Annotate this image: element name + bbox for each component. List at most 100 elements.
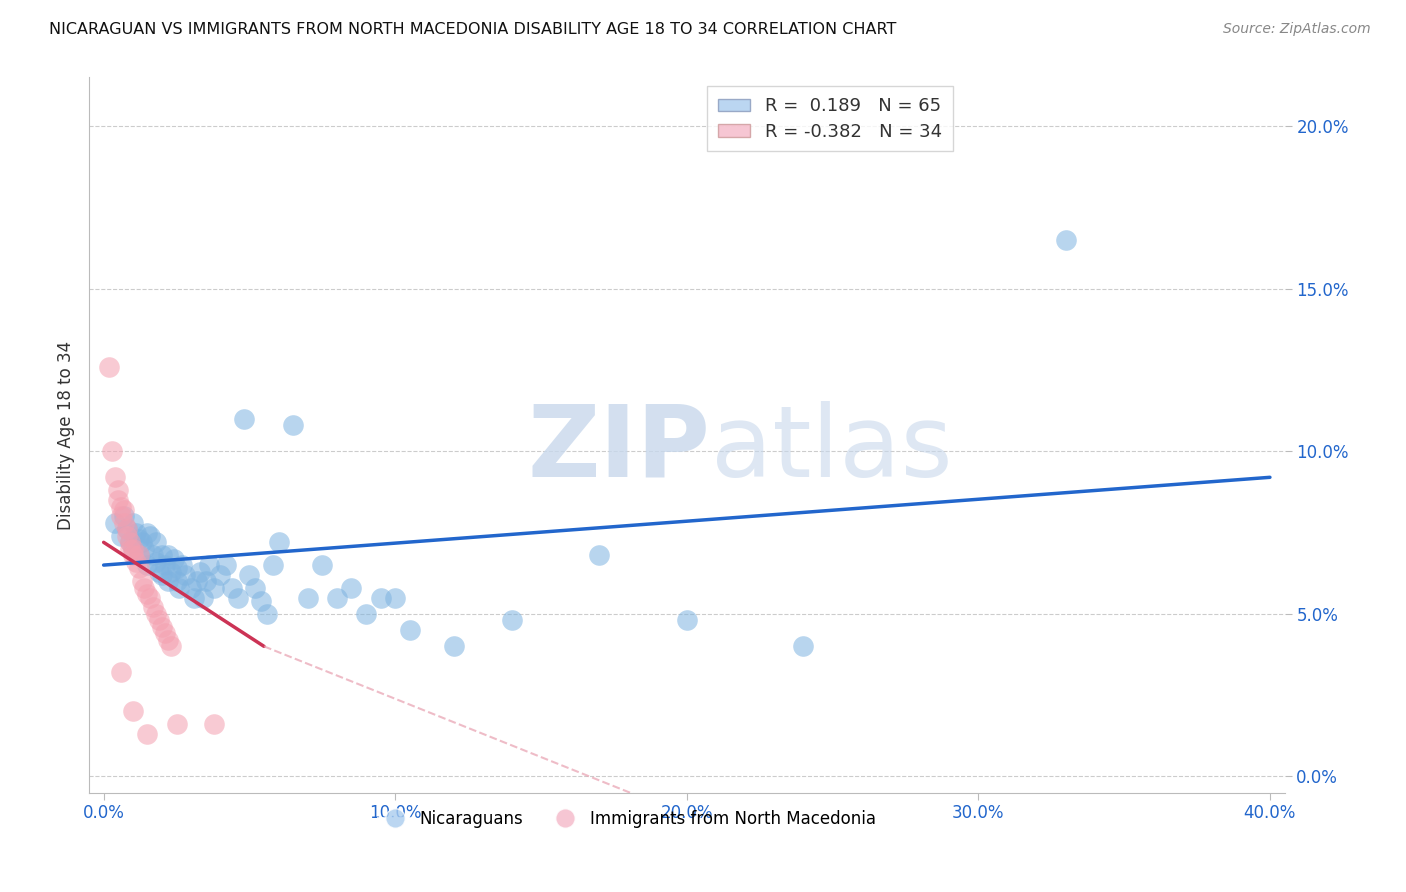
Point bbox=[104, 516, 127, 530]
Point bbox=[107, 493, 129, 508]
Point bbox=[792, 640, 814, 654]
Point bbox=[121, 549, 143, 563]
Point bbox=[256, 607, 278, 621]
Point bbox=[226, 591, 249, 605]
Point bbox=[112, 503, 135, 517]
Point bbox=[340, 581, 363, 595]
Point bbox=[142, 549, 165, 563]
Point bbox=[166, 561, 188, 575]
Point bbox=[115, 529, 138, 543]
Point bbox=[110, 529, 132, 543]
Point bbox=[145, 555, 167, 569]
Point bbox=[191, 591, 214, 605]
Point bbox=[215, 558, 238, 573]
Point bbox=[104, 470, 127, 484]
Point bbox=[172, 558, 194, 573]
Legend: Nicaraguans, Immigrants from North Macedonia: Nicaraguans, Immigrants from North Maced… bbox=[371, 803, 883, 834]
Point bbox=[183, 591, 205, 605]
Point bbox=[169, 581, 191, 595]
Point bbox=[128, 561, 150, 575]
Point bbox=[501, 613, 523, 627]
Point bbox=[136, 558, 159, 573]
Point bbox=[118, 541, 141, 556]
Point bbox=[128, 549, 150, 563]
Point bbox=[156, 632, 179, 647]
Point bbox=[204, 717, 226, 731]
Point bbox=[159, 565, 181, 579]
Point bbox=[136, 525, 159, 540]
Point bbox=[121, 541, 143, 556]
Point bbox=[112, 516, 135, 530]
Point bbox=[209, 567, 232, 582]
Point bbox=[125, 525, 148, 540]
Point bbox=[150, 549, 173, 563]
Point bbox=[121, 705, 143, 719]
Point bbox=[110, 509, 132, 524]
Point bbox=[326, 591, 349, 605]
Point bbox=[370, 591, 392, 605]
Point bbox=[267, 535, 290, 549]
Point bbox=[112, 509, 135, 524]
Point bbox=[131, 535, 153, 549]
Text: atlas: atlas bbox=[710, 401, 952, 498]
Point bbox=[139, 591, 162, 605]
Point bbox=[115, 522, 138, 536]
Point bbox=[180, 581, 202, 595]
Point bbox=[159, 640, 181, 654]
Point bbox=[194, 574, 217, 589]
Point bbox=[128, 532, 150, 546]
Point bbox=[145, 535, 167, 549]
Point bbox=[121, 516, 143, 530]
Point bbox=[250, 594, 273, 608]
Point bbox=[128, 549, 150, 563]
Point bbox=[115, 522, 138, 536]
Point bbox=[166, 574, 188, 589]
Point bbox=[588, 549, 610, 563]
Point bbox=[118, 535, 141, 549]
Point bbox=[162, 551, 184, 566]
Point bbox=[142, 600, 165, 615]
Point bbox=[443, 640, 465, 654]
Point bbox=[134, 581, 156, 595]
Point bbox=[1054, 233, 1077, 247]
Point bbox=[186, 574, 208, 589]
Point bbox=[188, 565, 211, 579]
Point bbox=[153, 558, 176, 573]
Point bbox=[107, 483, 129, 498]
Point bbox=[134, 541, 156, 556]
Point bbox=[121, 541, 143, 556]
Point bbox=[174, 567, 197, 582]
Point bbox=[232, 411, 254, 425]
Point bbox=[118, 535, 141, 549]
Point bbox=[150, 620, 173, 634]
Point bbox=[354, 607, 377, 621]
Point bbox=[311, 558, 333, 573]
Point bbox=[156, 574, 179, 589]
Point bbox=[283, 418, 305, 433]
Point bbox=[110, 665, 132, 680]
Point bbox=[139, 529, 162, 543]
Point bbox=[153, 626, 176, 640]
Point bbox=[245, 581, 267, 595]
Point bbox=[675, 613, 697, 627]
Point bbox=[148, 613, 170, 627]
Point bbox=[384, 591, 406, 605]
Point bbox=[197, 558, 219, 573]
Point bbox=[136, 727, 159, 741]
Point bbox=[145, 607, 167, 621]
Point bbox=[125, 555, 148, 569]
Point bbox=[166, 717, 188, 731]
Text: ZIP: ZIP bbox=[527, 401, 710, 498]
Text: NICARAGUAN VS IMMIGRANTS FROM NORTH MACEDONIA DISABILITY AGE 18 TO 34 CORRELATIO: NICARAGUAN VS IMMIGRANTS FROM NORTH MACE… bbox=[49, 22, 897, 37]
Point bbox=[110, 500, 132, 514]
Point bbox=[297, 591, 319, 605]
Point bbox=[204, 581, 226, 595]
Point bbox=[101, 444, 124, 458]
Point bbox=[398, 623, 420, 637]
Text: Source: ZipAtlas.com: Source: ZipAtlas.com bbox=[1223, 22, 1371, 37]
Point bbox=[156, 549, 179, 563]
Point bbox=[238, 567, 260, 582]
Point bbox=[148, 565, 170, 579]
Point bbox=[221, 581, 243, 595]
Y-axis label: Disability Age 18 to 34: Disability Age 18 to 34 bbox=[58, 341, 75, 530]
